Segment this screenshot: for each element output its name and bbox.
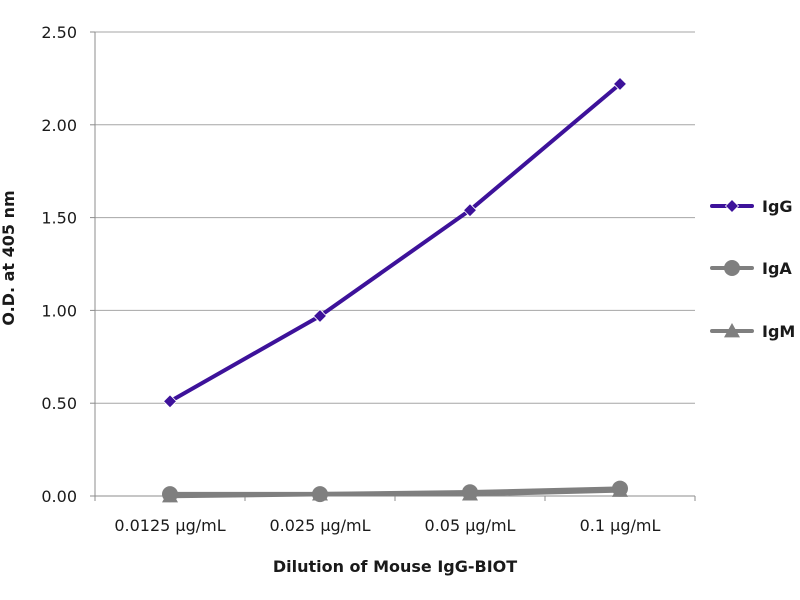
- series-line-iga: [167, 486, 623, 497]
- data-point-igg: [612, 76, 628, 92]
- y-tick-label: 1.50: [41, 209, 77, 228]
- y-tick-label: 0.50: [41, 394, 77, 413]
- x-tick-labels: 0.0125 µg/mL 0.025 µg/mL 0.05 µg/mL 0.1 µg/…: [114, 516, 660, 535]
- legend-item-igg: IgG: [710, 197, 793, 216]
- y-tick-label: 2.50: [41, 23, 77, 42]
- data-point-iga: [162, 486, 178, 503]
- y-tick-labels: 0.00 0.50 1.00 1.50 2.00 2.50: [41, 23, 77, 506]
- legend-label: IgA: [762, 259, 792, 278]
- legend-label: IgM: [762, 322, 795, 341]
- x-tick-label: 0.05 µg/mL: [425, 516, 516, 535]
- data-point-igg: [462, 203, 478, 218]
- data-point-iga: [612, 480, 628, 497]
- series-iga: [162, 480, 628, 503]
- series: [162, 76, 628, 503]
- x-axis-title: Dilution of Mouse IgG-BIOT: [273, 557, 517, 576]
- y-tick-label: 1.00: [41, 301, 77, 320]
- data-point-igg: [162, 394, 178, 409]
- data-point-iga: [462, 484, 478, 501]
- legend-marker: [724, 260, 740, 276]
- x-tick-label: 0.0125 µg/mL: [114, 516, 225, 535]
- grid: [95, 31, 695, 404]
- legend-label: IgG: [762, 197, 793, 216]
- legend-item-igm: IgM: [710, 322, 795, 341]
- x-tick-label: 0.1 µg/mL: [580, 516, 661, 535]
- legend-item-iga: IgA: [710, 259, 792, 278]
- data-point-iga: [312, 486, 328, 503]
- data-point-igg: [312, 308, 328, 324]
- legend-marker: [724, 198, 740, 214]
- x-tick-label: 0.025 µg/mL: [269, 516, 370, 535]
- legend-marker: [724, 323, 740, 338]
- series-igg: [162, 76, 628, 409]
- legend: IgG IgA IgM: [710, 197, 795, 341]
- y-tick-label: 2.00: [41, 116, 77, 135]
- y-tick-label: 0.00: [41, 487, 77, 506]
- series-line-igg: [168, 81, 622, 404]
- y-axis-title: O.D. at 405 nm: [0, 190, 18, 325]
